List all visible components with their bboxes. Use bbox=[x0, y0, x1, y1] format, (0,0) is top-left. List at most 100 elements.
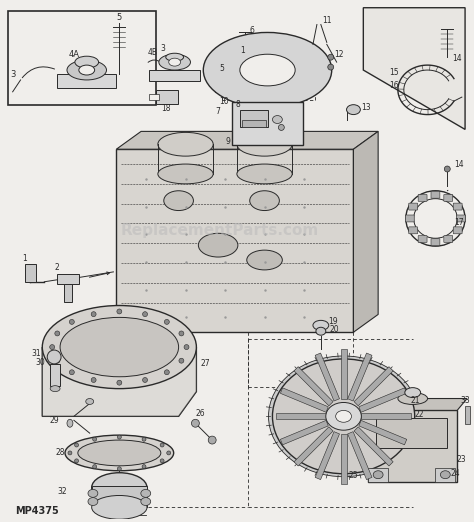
Ellipse shape bbox=[273, 115, 283, 124]
Text: 3: 3 bbox=[10, 69, 15, 78]
Ellipse shape bbox=[166, 53, 183, 61]
FancyBboxPatch shape bbox=[409, 227, 418, 234]
Ellipse shape bbox=[158, 133, 213, 156]
Bar bbox=[8, 10, 156, 105]
Ellipse shape bbox=[55, 331, 60, 336]
Polygon shape bbox=[364, 8, 465, 129]
Text: 10: 10 bbox=[219, 97, 229, 106]
Ellipse shape bbox=[336, 410, 352, 422]
Ellipse shape bbox=[414, 199, 457, 238]
Polygon shape bbox=[281, 388, 328, 412]
Text: 22: 22 bbox=[415, 410, 424, 419]
Ellipse shape bbox=[47, 350, 61, 364]
Text: 20: 20 bbox=[330, 325, 339, 334]
Text: 28: 28 bbox=[55, 448, 65, 457]
Ellipse shape bbox=[167, 451, 171, 455]
Text: 9: 9 bbox=[226, 137, 230, 146]
Ellipse shape bbox=[203, 32, 332, 108]
FancyBboxPatch shape bbox=[444, 194, 453, 201]
Text: 26: 26 bbox=[196, 409, 205, 418]
Text: 13: 13 bbox=[362, 103, 371, 112]
Ellipse shape bbox=[169, 58, 181, 66]
Polygon shape bbox=[42, 347, 196, 417]
Ellipse shape bbox=[184, 345, 189, 350]
Ellipse shape bbox=[405, 388, 420, 398]
Text: 2: 2 bbox=[55, 264, 59, 272]
Polygon shape bbox=[354, 427, 393, 466]
Ellipse shape bbox=[142, 465, 146, 469]
Ellipse shape bbox=[326, 402, 361, 430]
Text: 11: 11 bbox=[322, 16, 331, 25]
FancyBboxPatch shape bbox=[418, 235, 427, 243]
Ellipse shape bbox=[158, 164, 213, 184]
Ellipse shape bbox=[328, 64, 334, 70]
FancyBboxPatch shape bbox=[431, 239, 440, 246]
Text: 32: 32 bbox=[57, 487, 67, 496]
FancyBboxPatch shape bbox=[431, 191, 440, 198]
Text: 21: 21 bbox=[411, 396, 420, 405]
Text: 4A: 4A bbox=[68, 50, 80, 58]
Text: 14: 14 bbox=[452, 54, 462, 63]
Bar bbox=[91, 485, 147, 507]
Text: 12: 12 bbox=[334, 50, 343, 58]
Ellipse shape bbox=[55, 358, 60, 363]
Polygon shape bbox=[315, 353, 339, 401]
Ellipse shape bbox=[250, 191, 279, 210]
Ellipse shape bbox=[406, 191, 465, 246]
Text: 17: 17 bbox=[455, 218, 464, 227]
Ellipse shape bbox=[247, 250, 283, 270]
Bar bbox=[149, 70, 201, 81]
Ellipse shape bbox=[67, 419, 73, 427]
Polygon shape bbox=[341, 349, 346, 398]
Polygon shape bbox=[359, 420, 407, 445]
Ellipse shape bbox=[117, 309, 122, 314]
Polygon shape bbox=[354, 366, 393, 406]
Bar bbox=[57, 74, 117, 88]
Ellipse shape bbox=[278, 124, 284, 130]
Text: 33: 33 bbox=[460, 396, 470, 405]
Text: 23: 23 bbox=[456, 455, 466, 465]
Polygon shape bbox=[347, 432, 372, 480]
Ellipse shape bbox=[91, 377, 96, 383]
Polygon shape bbox=[354, 132, 378, 332]
Ellipse shape bbox=[398, 393, 428, 405]
Ellipse shape bbox=[159, 54, 191, 70]
Ellipse shape bbox=[179, 358, 184, 363]
FancyBboxPatch shape bbox=[456, 215, 465, 222]
Ellipse shape bbox=[164, 191, 193, 210]
Ellipse shape bbox=[118, 435, 121, 439]
Ellipse shape bbox=[268, 356, 419, 477]
Polygon shape bbox=[117, 132, 378, 149]
Ellipse shape bbox=[69, 370, 74, 375]
Text: 8: 8 bbox=[236, 100, 240, 109]
Polygon shape bbox=[315, 432, 339, 480]
Ellipse shape bbox=[198, 233, 238, 257]
Ellipse shape bbox=[67, 60, 107, 80]
Ellipse shape bbox=[164, 319, 169, 324]
Ellipse shape bbox=[75, 56, 99, 68]
Ellipse shape bbox=[179, 331, 184, 336]
Ellipse shape bbox=[440, 471, 450, 479]
Bar bbox=[25, 264, 36, 282]
Ellipse shape bbox=[346, 105, 360, 114]
Polygon shape bbox=[294, 366, 333, 406]
Ellipse shape bbox=[118, 467, 121, 471]
Ellipse shape bbox=[91, 473, 147, 502]
Bar bbox=[50, 364, 60, 386]
Ellipse shape bbox=[42, 305, 196, 388]
Ellipse shape bbox=[78, 440, 161, 466]
Polygon shape bbox=[361, 413, 411, 419]
Ellipse shape bbox=[65, 435, 173, 471]
Ellipse shape bbox=[313, 321, 329, 330]
Ellipse shape bbox=[88, 497, 98, 505]
Bar bbox=[376, 418, 447, 448]
Text: 25: 25 bbox=[349, 471, 358, 480]
Text: 5: 5 bbox=[219, 64, 225, 73]
Ellipse shape bbox=[93, 465, 97, 469]
Ellipse shape bbox=[373, 471, 383, 479]
Ellipse shape bbox=[91, 312, 96, 317]
Ellipse shape bbox=[79, 65, 95, 75]
Text: 29: 29 bbox=[49, 416, 59, 425]
Text: 30: 30 bbox=[36, 359, 45, 367]
Polygon shape bbox=[281, 420, 328, 445]
